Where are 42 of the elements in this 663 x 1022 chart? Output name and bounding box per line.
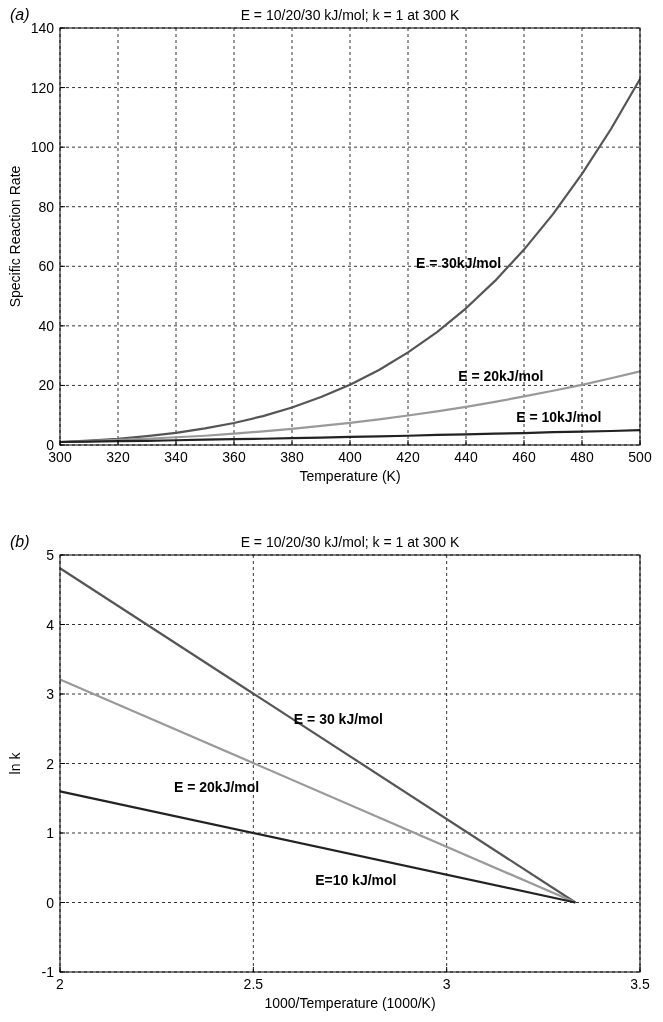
y-tick-label: 3 bbox=[46, 686, 55, 702]
y-tick-label: 5 bbox=[46, 547, 55, 563]
y-tick-label: 1 bbox=[46, 825, 55, 841]
x-axis-title: 1000/Temperature (1000/K) bbox=[264, 995, 436, 1011]
y-axis-title: ln k bbox=[7, 751, 23, 775]
y-tick-label: 100 bbox=[30, 139, 55, 156]
y-tick-label: 40 bbox=[38, 317, 55, 334]
y-tick-label: 0 bbox=[46, 894, 55, 911]
y-tick-label: -1 bbox=[41, 964, 55, 980]
y-tick-label: 4 bbox=[46, 616, 55, 633]
x-tick-label: 2 bbox=[56, 976, 65, 992]
x-tick-label: 420 bbox=[396, 449, 420, 465]
x-tick-label: 500 bbox=[628, 449, 652, 465]
y-tick-label: 120 bbox=[30, 79, 55, 96]
x-tick-label: 3.5 bbox=[630, 976, 650, 992]
series-label: E=10 kJ/mol bbox=[315, 872, 397, 889]
y-axis-title: Specific Reaction Rate bbox=[7, 165, 23, 308]
x-tick-label: 340 bbox=[164, 449, 188, 465]
x-tick-label: 320 bbox=[106, 449, 130, 465]
text: (b) bbox=[10, 533, 30, 550]
x-tick-label: 460 bbox=[512, 449, 536, 465]
x-tick-label: 2.5 bbox=[243, 976, 264, 992]
chart-title: E = 10/20/30 kJ/mol; k = 1 at 300 K bbox=[240, 534, 460, 550]
series-label: E = 10kJ/mol bbox=[516, 409, 602, 426]
y-tick-label: 140 bbox=[30, 20, 55, 36]
y-tick-label: 60 bbox=[38, 258, 55, 275]
x-tick-label: 400 bbox=[338, 449, 362, 465]
x-tick-label: 3 bbox=[442, 976, 451, 992]
y-tick-label: 20 bbox=[38, 377, 55, 394]
y-tick-label: 80 bbox=[38, 198, 55, 215]
x-tick-label: 360 bbox=[222, 449, 246, 465]
series-label: E = 20kJ/mol bbox=[173, 779, 260, 796]
series-label: E = 30 kJ/mol bbox=[293, 710, 383, 727]
series-label: E = 30kJ/mol bbox=[415, 254, 502, 271]
series-label: E = 20kJ/mol bbox=[458, 367, 544, 384]
chart-title: E = 10/20/30 kJ/mol; k = 1 at 300 K bbox=[240, 7, 460, 23]
text: (a) bbox=[10, 6, 30, 23]
x-tick-label: 380 bbox=[280, 449, 304, 465]
y-tick-label: 2 bbox=[46, 755, 55, 772]
x-tick-label: 480 bbox=[570, 449, 594, 465]
x-axis-title: Temperature (K) bbox=[299, 468, 401, 484]
x-tick-label: 440 bbox=[454, 449, 478, 465]
